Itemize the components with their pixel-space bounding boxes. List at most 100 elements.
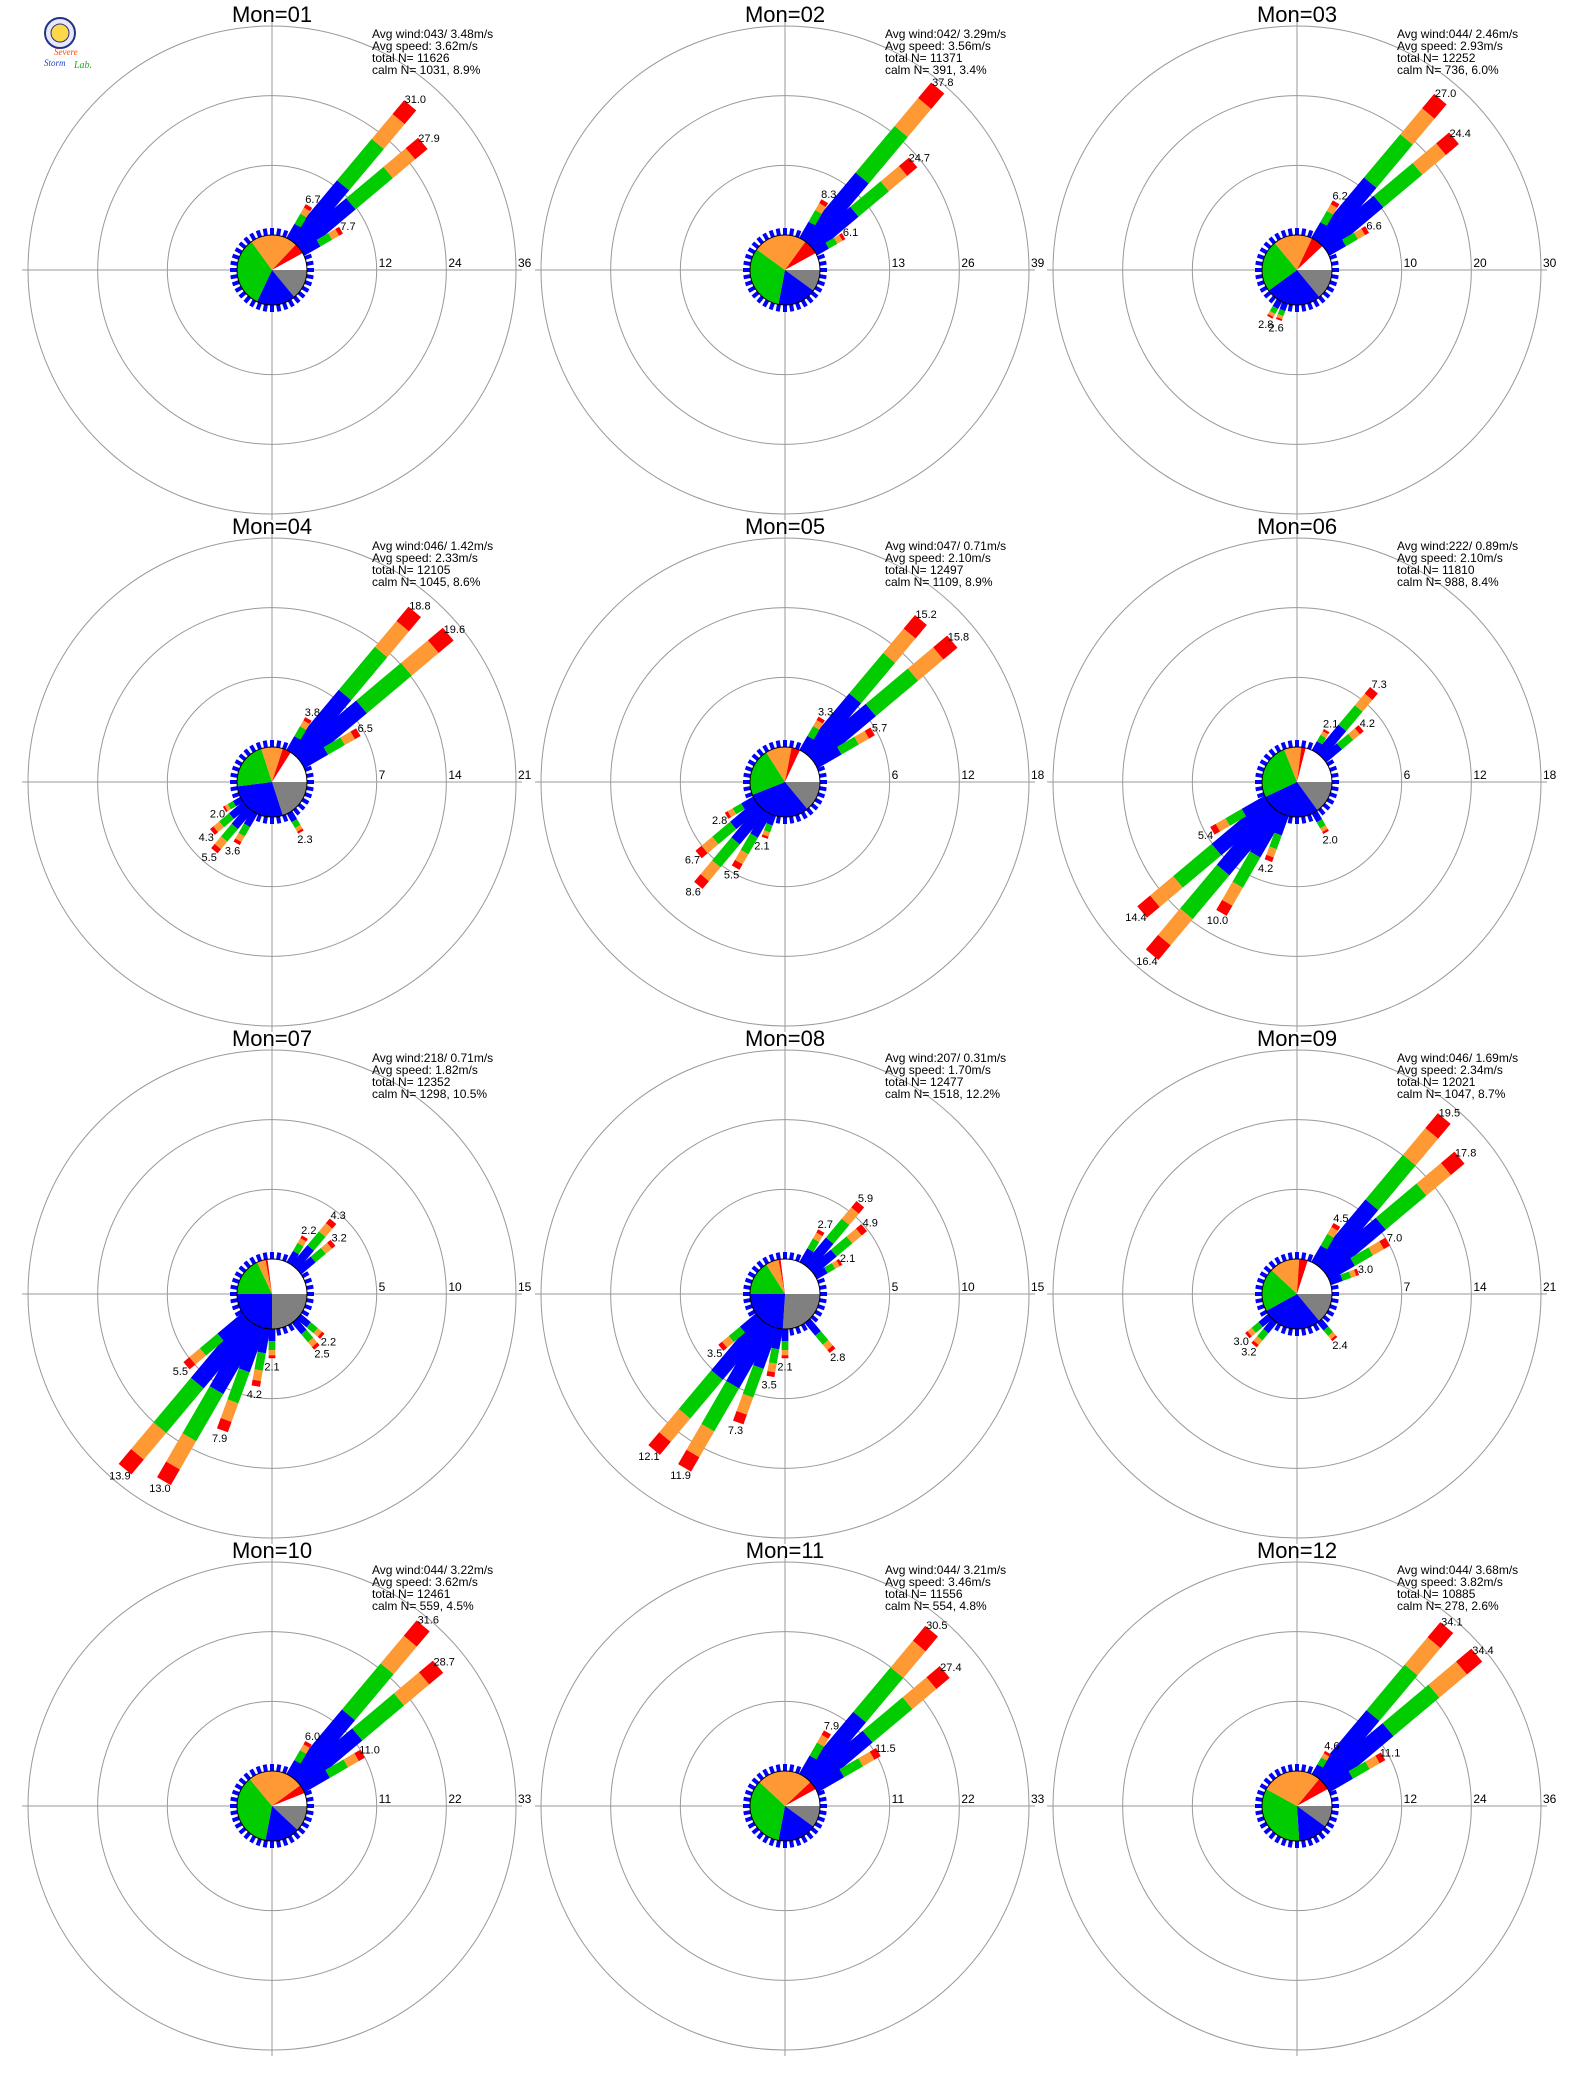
- ring-label: 11: [892, 1792, 905, 1806]
- minor-petal: [234, 759, 243, 767]
- minor-petal: [747, 247, 756, 255]
- minor-petal: [255, 302, 262, 311]
- minor-petal: [243, 748, 252, 757]
- minor-petal: [1326, 1309, 1335, 1317]
- petal-segment: [865, 668, 919, 717]
- minor-petal: [306, 1810, 314, 1816]
- minor-petal: [1331, 274, 1339, 280]
- minor-petal: [1301, 1764, 1307, 1772]
- minor-petal: [238, 1777, 247, 1786]
- petal-label: 2.1: [1323, 719, 1338, 731]
- petal-segment: [313, 1328, 323, 1337]
- minor-petal: [1255, 1796, 1263, 1802]
- avg-speed-text: Avg speed: 3.62m/s: [372, 1575, 478, 1589]
- petal-segment: [711, 1315, 769, 1380]
- petal-segment: [1316, 819, 1326, 829]
- minor-petal: [795, 1765, 802, 1774]
- minor-petal: [768, 741, 775, 750]
- minor-petal: [282, 1838, 289, 1847]
- petal-segment: [813, 1267, 828, 1280]
- petal-segment: [1373, 163, 1423, 208]
- minor-petal: [243, 1772, 252, 1781]
- petal-label: 4.3: [331, 1210, 346, 1222]
- minor-petal: [249, 1835, 257, 1844]
- minor-petal: [231, 1277, 240, 1284]
- petal-segment: [300, 747, 329, 769]
- minor-petal: [262, 1764, 268, 1772]
- avg-wind-text: Avg wind:046/ 1.69m/s: [1397, 1051, 1518, 1065]
- minor-petal: [1329, 1816, 1338, 1823]
- petal-segment: [306, 1322, 318, 1334]
- petal-label: 5.5: [202, 852, 217, 864]
- petal-segment: [1412, 143, 1446, 175]
- minor-petal: [744, 253, 753, 260]
- petal-segment: [816, 1229, 825, 1237]
- petal-segment: [1318, 1723, 1394, 1791]
- minor-petal: [255, 1253, 262, 1262]
- petal-segment: [836, 1258, 843, 1267]
- minor-petal: [304, 280, 313, 287]
- petal-segment: [1328, 1331, 1336, 1340]
- petal-label: 19.6: [444, 624, 465, 636]
- petal-segment: [356, 662, 412, 714]
- ring-label: 33: [518, 1792, 532, 1806]
- petal-segment: [303, 717, 312, 725]
- minor-petal: [1307, 229, 1314, 238]
- petal-label: 3.0: [1234, 1336, 1249, 1348]
- petal-label: 2.7: [818, 1219, 833, 1231]
- petal-segment: [1215, 818, 1230, 832]
- minor-petal: [819, 786, 827, 792]
- petal-segment: [310, 1247, 326, 1263]
- petal-segment: [294, 198, 356, 254]
- minor-petal: [756, 1260, 765, 1269]
- petal-label: 2.3: [297, 834, 312, 846]
- total-n-text: total N= 12021: [1397, 1075, 1476, 1089]
- petal-segment: [1365, 1154, 1416, 1211]
- minor-petal: [304, 1277, 313, 1284]
- petal-segment: [728, 1326, 746, 1343]
- petal-label: 5.4: [1198, 830, 1213, 842]
- petal-segment: [342, 1663, 394, 1721]
- minor-petal: [1317, 295, 1326, 304]
- ring-label: 24: [1473, 1792, 1487, 1806]
- minor-petal: [1274, 232, 1282, 241]
- calm-pie-slice: [272, 1294, 307, 1329]
- minor-petal: [282, 302, 289, 311]
- minor-petal: [262, 228, 268, 236]
- petal-segment: [659, 1408, 691, 1442]
- petal-label: 2.8: [830, 1352, 845, 1364]
- calm-pie-slice: [272, 1785, 305, 1806]
- petal-segment: [286, 223, 301, 242]
- calm-pie-slice: [1268, 270, 1320, 305]
- petal-label: 16.4: [1136, 956, 1157, 968]
- petal-segment: [1275, 317, 1283, 321]
- petal-segment: [1336, 733, 1354, 750]
- petal-segment: [294, 824, 303, 832]
- minor-petal: [1263, 753, 1272, 762]
- petal-segment: [1320, 210, 1334, 226]
- calm-pie-slice: [1297, 1806, 1332, 1827]
- petal-segment: [839, 233, 846, 241]
- minor-petal: [1307, 1765, 1314, 1774]
- avg-wind-text: Avg wind:042/ 3.29m/s: [885, 27, 1006, 41]
- avg-speed-text: Avg speed: 3.56m/s: [885, 39, 991, 53]
- petal-segment: [338, 646, 388, 701]
- calm-n-text: calm N= 1031, 8.9%: [372, 63, 481, 77]
- petal-segment: [855, 1224, 868, 1236]
- petal-segment: [301, 1329, 314, 1343]
- petal-segment: [286, 810, 298, 823]
- minor-petal: [276, 1840, 282, 1848]
- petal-segment: [257, 1327, 271, 1354]
- minor-petal: [276, 816, 282, 824]
- calm-n-text: calm N= 1047, 8.7%: [1397, 1087, 1506, 1101]
- minor-petal: [1259, 759, 1268, 767]
- petal-segment: [753, 1324, 779, 1369]
- minor-petal: [819, 1284, 827, 1290]
- petal-segment: [801, 693, 862, 761]
- petal-segment: [1422, 93, 1447, 119]
- petal-segment: [809, 1742, 824, 1760]
- minor-petal: [795, 741, 802, 750]
- minor-petal: [1268, 236, 1277, 245]
